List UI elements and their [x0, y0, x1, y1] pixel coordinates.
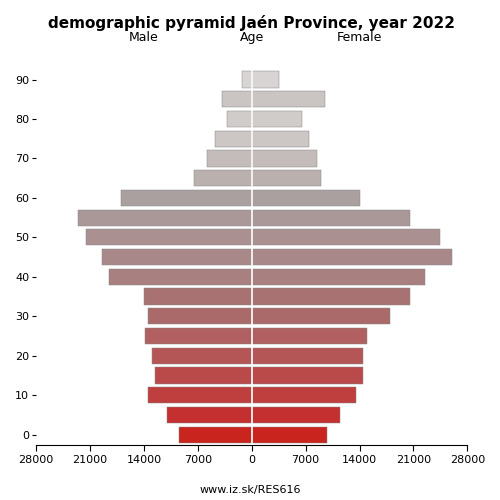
Bar: [252, 91, 325, 108]
Bar: [252, 269, 425, 285]
Bar: [242, 72, 252, 88]
Bar: [252, 288, 410, 304]
Bar: [252, 190, 360, 206]
Text: www.iz.sk/RES616: www.iz.sk/RES616: [199, 484, 301, 494]
Bar: [252, 72, 278, 88]
Bar: [252, 308, 390, 324]
Bar: [102, 249, 252, 265]
Bar: [252, 348, 364, 364]
Bar: [178, 426, 252, 443]
Bar: [194, 170, 252, 186]
Bar: [148, 387, 252, 404]
Bar: [222, 91, 252, 108]
Bar: [252, 170, 321, 186]
Title: demographic pyramid Jaén Province, year 2022: demographic pyramid Jaén Province, year …: [48, 15, 455, 31]
Bar: [167, 407, 252, 423]
Bar: [252, 328, 368, 344]
Bar: [146, 328, 252, 344]
Bar: [227, 111, 252, 127]
Bar: [252, 407, 340, 423]
Bar: [252, 230, 440, 246]
Bar: [148, 308, 252, 324]
Bar: [78, 210, 252, 226]
Bar: [252, 150, 317, 166]
Bar: [252, 249, 452, 265]
Bar: [252, 368, 364, 384]
Bar: [121, 190, 252, 206]
Bar: [215, 130, 252, 147]
Bar: [156, 368, 252, 384]
Bar: [252, 130, 310, 147]
Bar: [252, 210, 410, 226]
Bar: [152, 348, 252, 364]
Bar: [252, 426, 327, 443]
Text: Age: Age: [240, 31, 264, 44]
Bar: [86, 230, 252, 246]
Bar: [109, 269, 252, 285]
Text: Male: Male: [129, 31, 159, 44]
Text: Female: Female: [337, 31, 382, 44]
Bar: [252, 111, 302, 127]
Bar: [252, 387, 356, 404]
Bar: [207, 150, 252, 166]
Bar: [144, 288, 252, 304]
